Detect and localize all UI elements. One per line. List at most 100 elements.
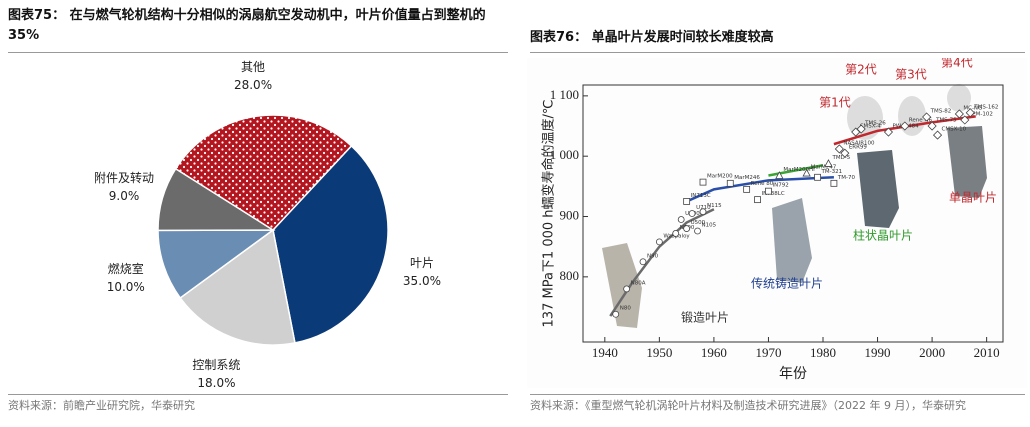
data-point — [883, 127, 894, 137]
point-label: N80 — [620, 306, 632, 312]
divider — [530, 394, 1025, 395]
point-label: TM-321 — [821, 169, 843, 175]
data-point — [694, 227, 701, 235]
figure-title: 图表76： 单晶叶片发展时间较长难度较高 — [530, 30, 774, 45]
data-point — [814, 173, 821, 181]
slice-value: 18.0% — [197, 376, 235, 390]
slice-value: 9.0% — [109, 189, 140, 203]
slice-value: 35.0% — [403, 274, 441, 288]
slice-label: 燃烧室 — [108, 261, 144, 276]
divider — [8, 394, 508, 395]
annotation: 柱状晶叶片 — [853, 228, 913, 243]
point-label: Rene 80 — [751, 181, 774, 187]
data-point — [683, 225, 691, 232]
data-point — [754, 196, 761, 204]
slice-label: 附件及转动 — [94, 170, 154, 185]
pie-chart: 叶片 35.0% 控制系统 18.0% 燃烧室 10.0% 附件及转动 9.0% 其他 28.0% — [94, 60, 441, 390]
data-point — [824, 159, 833, 167]
data-point — [726, 179, 734, 187]
point-label: IN713C — [691, 193, 711, 199]
data-point — [672, 230, 680, 237]
blade-image — [602, 243, 642, 328]
divider — [8, 52, 508, 53]
source-note: 资料来源：《重型燃气轮机涡轮叶片材料及制造技术研究进展》（2022 年 9 月）… — [530, 399, 966, 412]
pie-slice — [272, 144, 389, 344]
slice-label: 其他 — [241, 60, 265, 74]
x-tick-label: 1950 — [646, 345, 672, 360]
highlight — [898, 96, 926, 136]
source-note: 资料来源：前瞻产业研究院，华泰研究 — [8, 399, 195, 412]
data-point — [775, 171, 784, 179]
pie-slice — [174, 114, 353, 231]
annotation: 传统铸造叶片 — [751, 276, 823, 291]
point-label: TM-70 — [837, 175, 856, 181]
data-point — [688, 210, 696, 217]
pie-slice — [179, 228, 296, 346]
blade-image — [857, 150, 899, 228]
y-axis-label: 137 MPa下1 000 h蠕变寿命的温度/℃ — [541, 100, 557, 328]
point-label: ERR99 — [849, 145, 868, 151]
point-label: TMS-75 — [935, 118, 957, 124]
divider — [530, 52, 1025, 53]
data-point — [765, 187, 772, 195]
point-label: U710 — [696, 205, 711, 211]
data-point — [922, 112, 932, 122]
x-axis-label: 年份 — [779, 366, 807, 382]
point-label: Rene N6 — [909, 118, 933, 124]
data-point — [965, 108, 975, 118]
annotation: 第1代 — [819, 96, 851, 110]
point-label: TMD-5 — [831, 155, 850, 161]
point-label: CMSX-10 — [942, 127, 967, 133]
data-point — [677, 216, 685, 223]
point-label: TMS-82 — [930, 108, 952, 114]
data-point — [743, 185, 751, 193]
point-label: NASAIR100 — [843, 140, 875, 146]
data-point — [840, 148, 850, 158]
point-label: CMSX-4 — [860, 124, 882, 130]
point-label: MC-NG — [963, 105, 982, 111]
x-tick-label: 1980 — [810, 345, 836, 360]
slice-value: 10.0% — [107, 280, 145, 294]
x-tick-label: 1940 — [592, 345, 618, 360]
point-label: MarM200 — [707, 174, 733, 180]
x-tick-label: 2010 — [974, 345, 1000, 360]
data-point — [683, 198, 691, 205]
slice-value: 28.0% — [234, 78, 272, 92]
alloy-chart: 1940 1950 1960 1970 1980 1990 2000 2010 800 900 1 … — [527, 58, 1027, 388]
point-label: TMS-162 — [973, 104, 998, 110]
x-tick-label: 1990 — [865, 345, 891, 360]
x-tick-label: 2000 — [919, 345, 945, 360]
blade-image — [947, 126, 987, 198]
slice-label: 叶片 — [410, 256, 434, 270]
y-tick-label: 1 000 — [550, 147, 579, 162]
figure-title: 图表75： 在与燃气轮机结构十分相似的涡扇航空发动机中，叶片价值量占到整机的 3… — [8, 8, 486, 43]
x-tick-label: 1970 — [755, 345, 781, 360]
y-tick-label: 1 100 — [550, 87, 579, 102]
point-label: U500 — [691, 220, 706, 226]
data-point — [927, 121, 937, 131]
point-label: N80A — [631, 280, 646, 286]
data-point — [639, 258, 647, 266]
y-tick-label: 800 — [560, 268, 580, 283]
data-point — [960, 115, 970, 125]
point-label: EPM-102 — [969, 111, 993, 117]
trend-line — [686, 176, 834, 203]
highlight — [947, 84, 971, 112]
point-label: N115 — [707, 203, 722, 209]
data-point — [856, 124, 866, 134]
point-label: N105 — [702, 222, 717, 228]
data-point — [699, 178, 707, 186]
blade-image — [772, 198, 812, 283]
annotation: 第2代 — [845, 63, 877, 77]
data-point — [623, 285, 631, 293]
annotation: 单晶叶片 — [949, 191, 997, 205]
pie-slice — [157, 229, 276, 299]
data-point — [932, 130, 943, 140]
data-point — [954, 109, 964, 119]
data-point — [612, 310, 620, 318]
data-point — [802, 168, 811, 177]
data-point — [834, 144, 844, 154]
data-point — [900, 121, 910, 131]
point-label: MarM246 — [734, 175, 760, 181]
